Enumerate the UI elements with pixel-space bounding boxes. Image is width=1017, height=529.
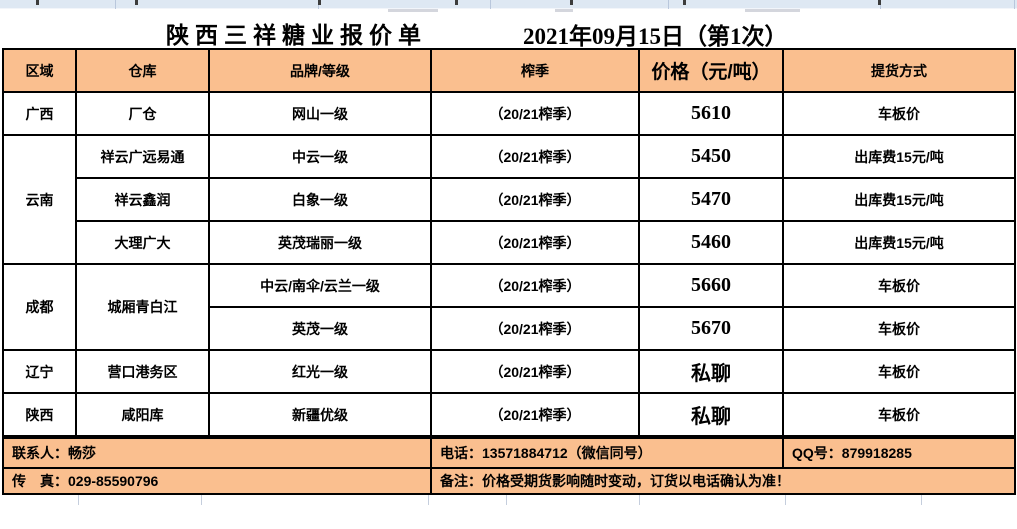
table-row: 云南 祥云广远易通 中云一级 （20/21榨季） 5450 出库费15元/吨 <box>2 134 1016 265</box>
cell-brand: 网山一级 <box>208 91 432 136</box>
cropped-text-artifact <box>455 0 458 5</box>
gridline <box>115 0 116 9</box>
cell-brand: 红光一级 <box>208 349 432 394</box>
cell-price: 5450 <box>638 134 784 179</box>
cell-warehouse: 营口港务区 <box>75 349 210 394</box>
column-header-brand: 品牌/等级 <box>208 48 432 93</box>
cell-season: （20/21榨季） <box>430 349 640 394</box>
cropped-text-artifact <box>388 9 438 12</box>
cell-delivery: 车板价 <box>782 263 1016 308</box>
cropped-text-artifact <box>36 0 39 5</box>
cell-delivery: 出库费15元/吨 <box>782 177 1016 222</box>
cell-brand: 中云一级 <box>208 134 432 179</box>
gridline <box>78 495 79 505</box>
document-date: 2021年09月15日（第1次） <box>523 24 788 49</box>
cell-region: 云南 <box>2 134 77 265</box>
contact-fax: 传 真：029-85590796 <box>2 467 432 495</box>
gridline <box>785 495 786 505</box>
cropped-text-artifact <box>318 0 321 5</box>
footer-note: 备注：价格受期货影响随时变动，订货以电话确认为准！ <box>430 467 1016 495</box>
cell-price: 5660 <box>638 263 784 308</box>
column-header-region: 区域 <box>2 48 77 93</box>
excel-row-band <box>0 0 1017 9</box>
footer-row: 联系人：畅莎 电话：13571884712（微信同号） QQ号：87991828… <box>2 437 1016 469</box>
contact-footer: 联系人：畅莎 电话：13571884712（微信同号） QQ号：87991828… <box>2 437 1016 495</box>
column-header-price: 价格（元/吨） <box>638 48 784 93</box>
gridline <box>668 0 669 9</box>
gridline <box>921 495 922 505</box>
cropped-text-artifact <box>555 9 573 12</box>
gridline <box>428 495 429 505</box>
cropped-text-artifact <box>135 0 138 5</box>
cell-season: （20/21榨季） <box>430 306 640 351</box>
contact-phone: 电话：13571884712（微信同号） <box>430 437 784 469</box>
cell-season: （20/21榨季） <box>430 91 640 136</box>
cell-delivery: 车板价 <box>782 349 1016 394</box>
cell-warehouse: 厂仓 <box>75 91 210 136</box>
table-row: 陕西 咸阳库 新疆优级 （20/21榨季） 私聊 车板价 <box>2 392 1016 437</box>
cell-region: 成都 <box>2 263 77 351</box>
cell-brand: 白象一级 <box>208 177 432 222</box>
table-row: 英茂一级 （20/21榨季） 5670 车板价 <box>3 306 1016 351</box>
cell-brand: 中云/南伞/云兰一级 <box>208 263 432 308</box>
document-title: 陕西三祥糖业报价单 <box>166 22 427 48</box>
footer-row: 传 真：029-85590796 备注：价格受期货影响随时变动，订货以电话确认为… <box>2 467 1016 495</box>
cell-region: 辽宁 <box>2 349 77 394</box>
cell-brand: 新疆优级 <box>208 392 432 437</box>
cell-season: （20/21榨季） <box>430 134 640 179</box>
contact-qq: QQ号：879918285 <box>782 437 1016 469</box>
cell-warehouse: 咸阳库 <box>75 392 210 437</box>
cell-season: （20/21榨季） <box>430 392 640 437</box>
cell-season: （20/21榨季） <box>430 263 640 308</box>
cell-price: 私聊 <box>638 392 784 437</box>
cell-warehouse: 大理广大 <box>75 220 210 265</box>
cell-price: 私聊 <box>638 349 784 394</box>
title-row: 陕西三祥糖业报价单 2021年09月15日（第1次） <box>0 13 1017 49</box>
cell-delivery: 出库费15元/吨 <box>782 134 1016 179</box>
cropped-text-artifact <box>683 0 686 5</box>
cropped-excel-row-bottom <box>0 495 1017 505</box>
cell-delivery: 出库费15元/吨 <box>782 220 1016 265</box>
column-header-season: 榨季 <box>430 48 640 93</box>
gridline <box>201 495 202 505</box>
gridline <box>490 0 491 9</box>
cropped-excel-row-top <box>0 0 1017 13</box>
cropped-text-artifact <box>878 0 881 5</box>
table-row: 广西 厂仓 网山一级 （20/21榨季） 5610 车板价 <box>2 91 1016 136</box>
cell-price: 5460 <box>638 220 784 265</box>
table-row: 成都 城厢青白江 中云/南伞/云兰一级 （20/21榨季） 5660 车板价 <box>2 263 1016 351</box>
cell-price: 5670 <box>638 306 784 351</box>
cell-warehouse: 祥云鑫润 <box>75 177 210 222</box>
table-row: 大理广大 英茂瑞丽一级 （20/21榨季） 5460 出库费15元/吨 <box>3 220 1016 265</box>
gridline <box>506 495 507 505</box>
cell-warehouse: 城厢青白江 <box>75 263 210 351</box>
cell-season: （20/21榨季） <box>430 220 640 265</box>
cell-brand: 英茂瑞丽一级 <box>208 220 432 265</box>
cell-delivery: 车板价 <box>782 392 1016 437</box>
cell-price: 5470 <box>638 177 784 222</box>
contact-person: 联系人：畅莎 <box>2 437 432 469</box>
header-row: 区域 仓库 品牌/等级 榨季 价格（元/吨） 提货方式 <box>2 48 1016 93</box>
cell-brand: 英茂一级 <box>208 306 432 351</box>
cropped-text-artifact <box>570 0 573 5</box>
column-header-delivery: 提货方式 <box>782 48 1016 93</box>
cell-region: 广西 <box>2 91 77 136</box>
gridline <box>639 495 640 505</box>
cell-delivery: 车板价 <box>782 306 1016 351</box>
table-row: 辽宁 营口港务区 红光一级 （20/21榨季） 私聊 车板价 <box>2 349 1016 394</box>
cell-region: 陕西 <box>2 392 77 437</box>
cell-delivery: 车板价 <box>782 91 1016 136</box>
cell-warehouse: 祥云广远易通 <box>75 134 210 179</box>
quote-table: 区域 仓库 品牌/等级 榨季 价格（元/吨） 提货方式 广西 厂仓 网山一级 （… <box>2 48 1016 437</box>
cell-price: 5610 <box>638 91 784 136</box>
cell-season: （20/21榨季） <box>430 177 640 222</box>
table-row: 祥云鑫润 白象一级 （20/21榨季） 5470 出库费15元/吨 <box>3 177 1016 222</box>
gridline <box>1014 0 1015 9</box>
column-header-warehouse: 仓库 <box>75 48 210 93</box>
cropped-text-artifact <box>745 9 800 12</box>
